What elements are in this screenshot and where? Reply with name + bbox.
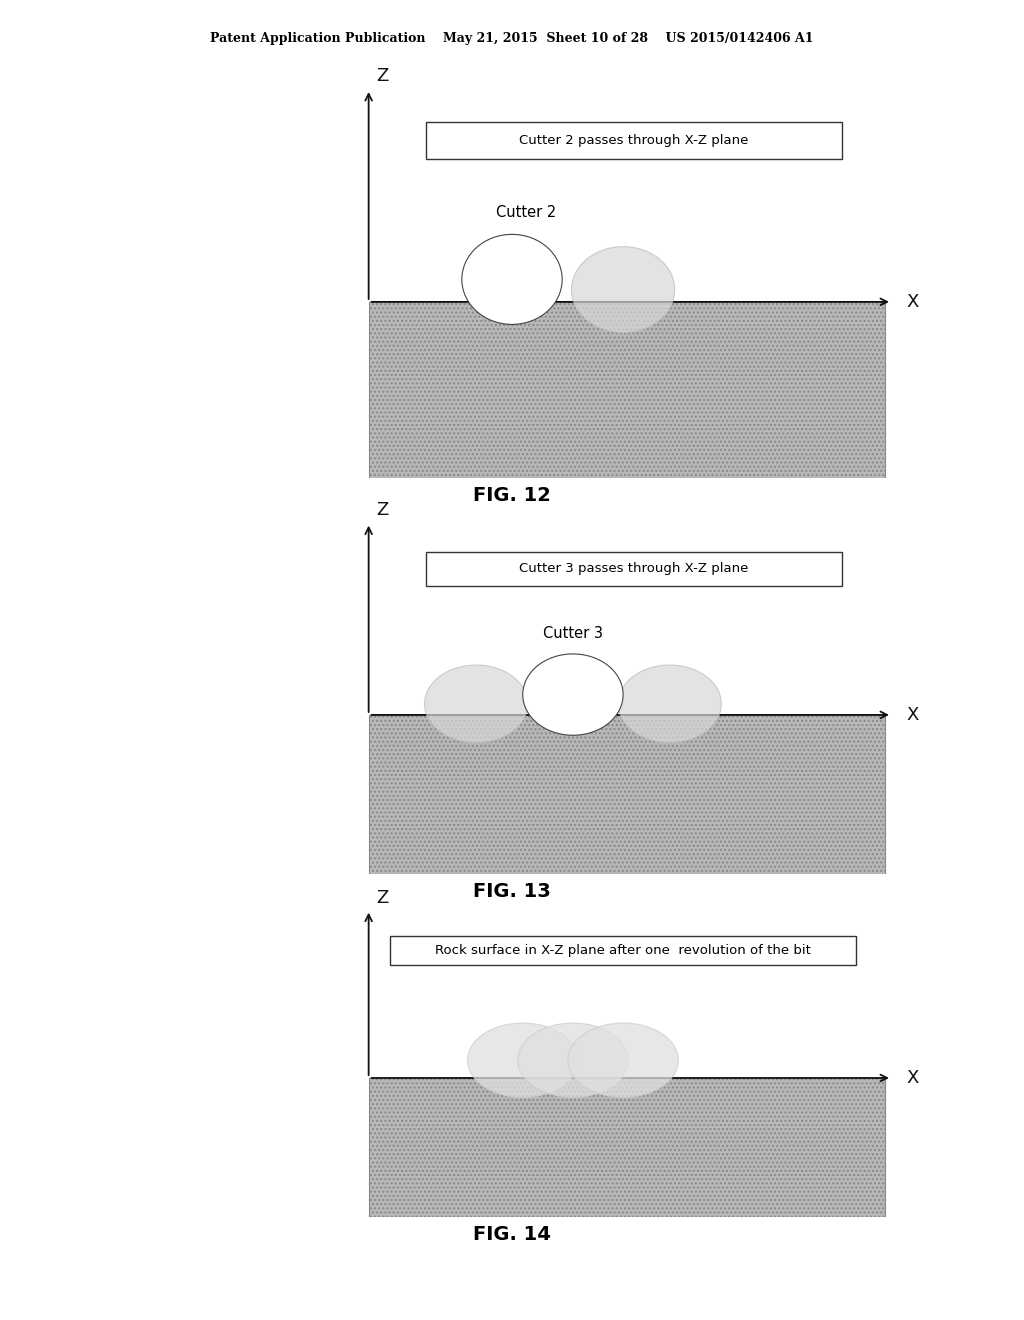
Text: X: X: [906, 1069, 919, 1086]
Bar: [369, 715, 885, 874]
Text: Cutter 3 passes through X-Z plane: Cutter 3 passes through X-Z plane: [519, 562, 749, 576]
Bar: [426, 121, 842, 158]
Ellipse shape: [522, 653, 623, 735]
Ellipse shape: [468, 1023, 578, 1097]
Text: Cutter 2: Cutter 2: [497, 205, 556, 220]
Text: X: X: [906, 706, 919, 723]
Ellipse shape: [518, 1023, 628, 1097]
Text: Patent Application Publication    May 21, 2015  Sheet 10 of 28    US 2015/014240: Patent Application Publication May 21, 2…: [210, 32, 814, 45]
Text: X: X: [906, 293, 919, 312]
Bar: [369, 1078, 885, 1217]
Bar: [426, 552, 842, 586]
Ellipse shape: [618, 665, 721, 743]
Ellipse shape: [568, 1023, 678, 1097]
Text: FIG. 13: FIG. 13: [473, 882, 551, 900]
Text: Z: Z: [376, 888, 388, 907]
Ellipse shape: [425, 665, 527, 743]
Text: Z: Z: [376, 502, 388, 519]
Ellipse shape: [462, 235, 562, 325]
Text: Rock surface in X-Z plane after one  revolution of the bit: Rock surface in X-Z plane after one revo…: [435, 944, 811, 957]
Text: Cutter 2 passes through X-Z plane: Cutter 2 passes through X-Z plane: [519, 133, 749, 147]
Text: FIG. 12: FIG. 12: [473, 486, 551, 504]
Text: Cutter 3: Cutter 3: [543, 626, 603, 642]
Ellipse shape: [571, 247, 675, 333]
Bar: [369, 302, 885, 478]
Bar: [390, 936, 856, 965]
Text: Z: Z: [376, 67, 388, 84]
Text: FIG. 14: FIG. 14: [473, 1225, 551, 1243]
